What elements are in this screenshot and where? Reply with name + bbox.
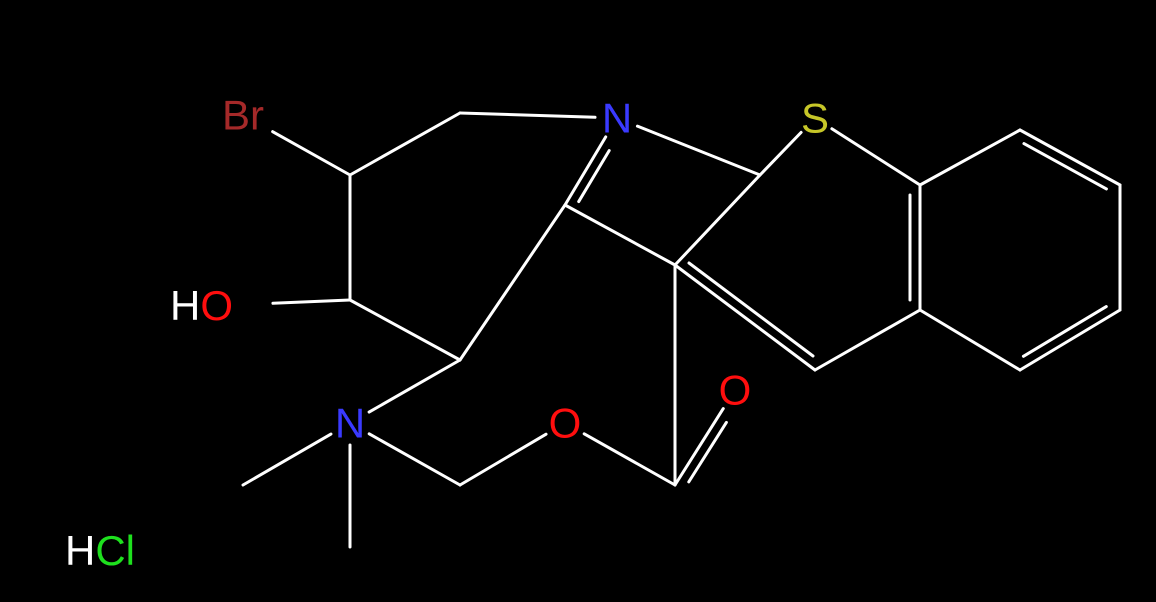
counterion-hcl: HCl	[65, 527, 135, 574]
bond	[637, 126, 760, 175]
atom-label-oh: HO	[170, 282, 233, 329]
bond	[350, 113, 460, 175]
bond	[815, 310, 920, 370]
molecule-diagram: Br HO N O O N S HCl	[0, 0, 1156, 602]
bond	[565, 137, 609, 205]
bond	[920, 310, 1020, 370]
bond	[565, 205, 675, 265]
atom-label-o: O	[719, 367, 752, 414]
bond	[675, 263, 815, 370]
bond	[920, 130, 1020, 185]
bond	[1020, 130, 1120, 189]
bond	[760, 132, 801, 175]
bond	[832, 129, 920, 185]
bond	[243, 434, 331, 485]
bond	[350, 300, 460, 360]
bond	[675, 409, 726, 485]
bond	[460, 113, 595, 117]
atom-label-s: S	[801, 95, 829, 142]
bond	[273, 132, 350, 175]
bond	[675, 175, 760, 265]
bond	[460, 434, 546, 485]
atom-label-br: Br	[222, 92, 264, 139]
atom-label-o: O	[549, 400, 582, 447]
bond	[369, 360, 460, 412]
bond	[910, 185, 920, 310]
bond	[1020, 307, 1120, 370]
bond	[369, 434, 460, 485]
atom-label-n: N	[602, 95, 632, 142]
bond	[460, 205, 565, 360]
bond	[584, 434, 675, 485]
atom-label-n: N	[335, 400, 365, 447]
bond	[273, 300, 350, 303]
